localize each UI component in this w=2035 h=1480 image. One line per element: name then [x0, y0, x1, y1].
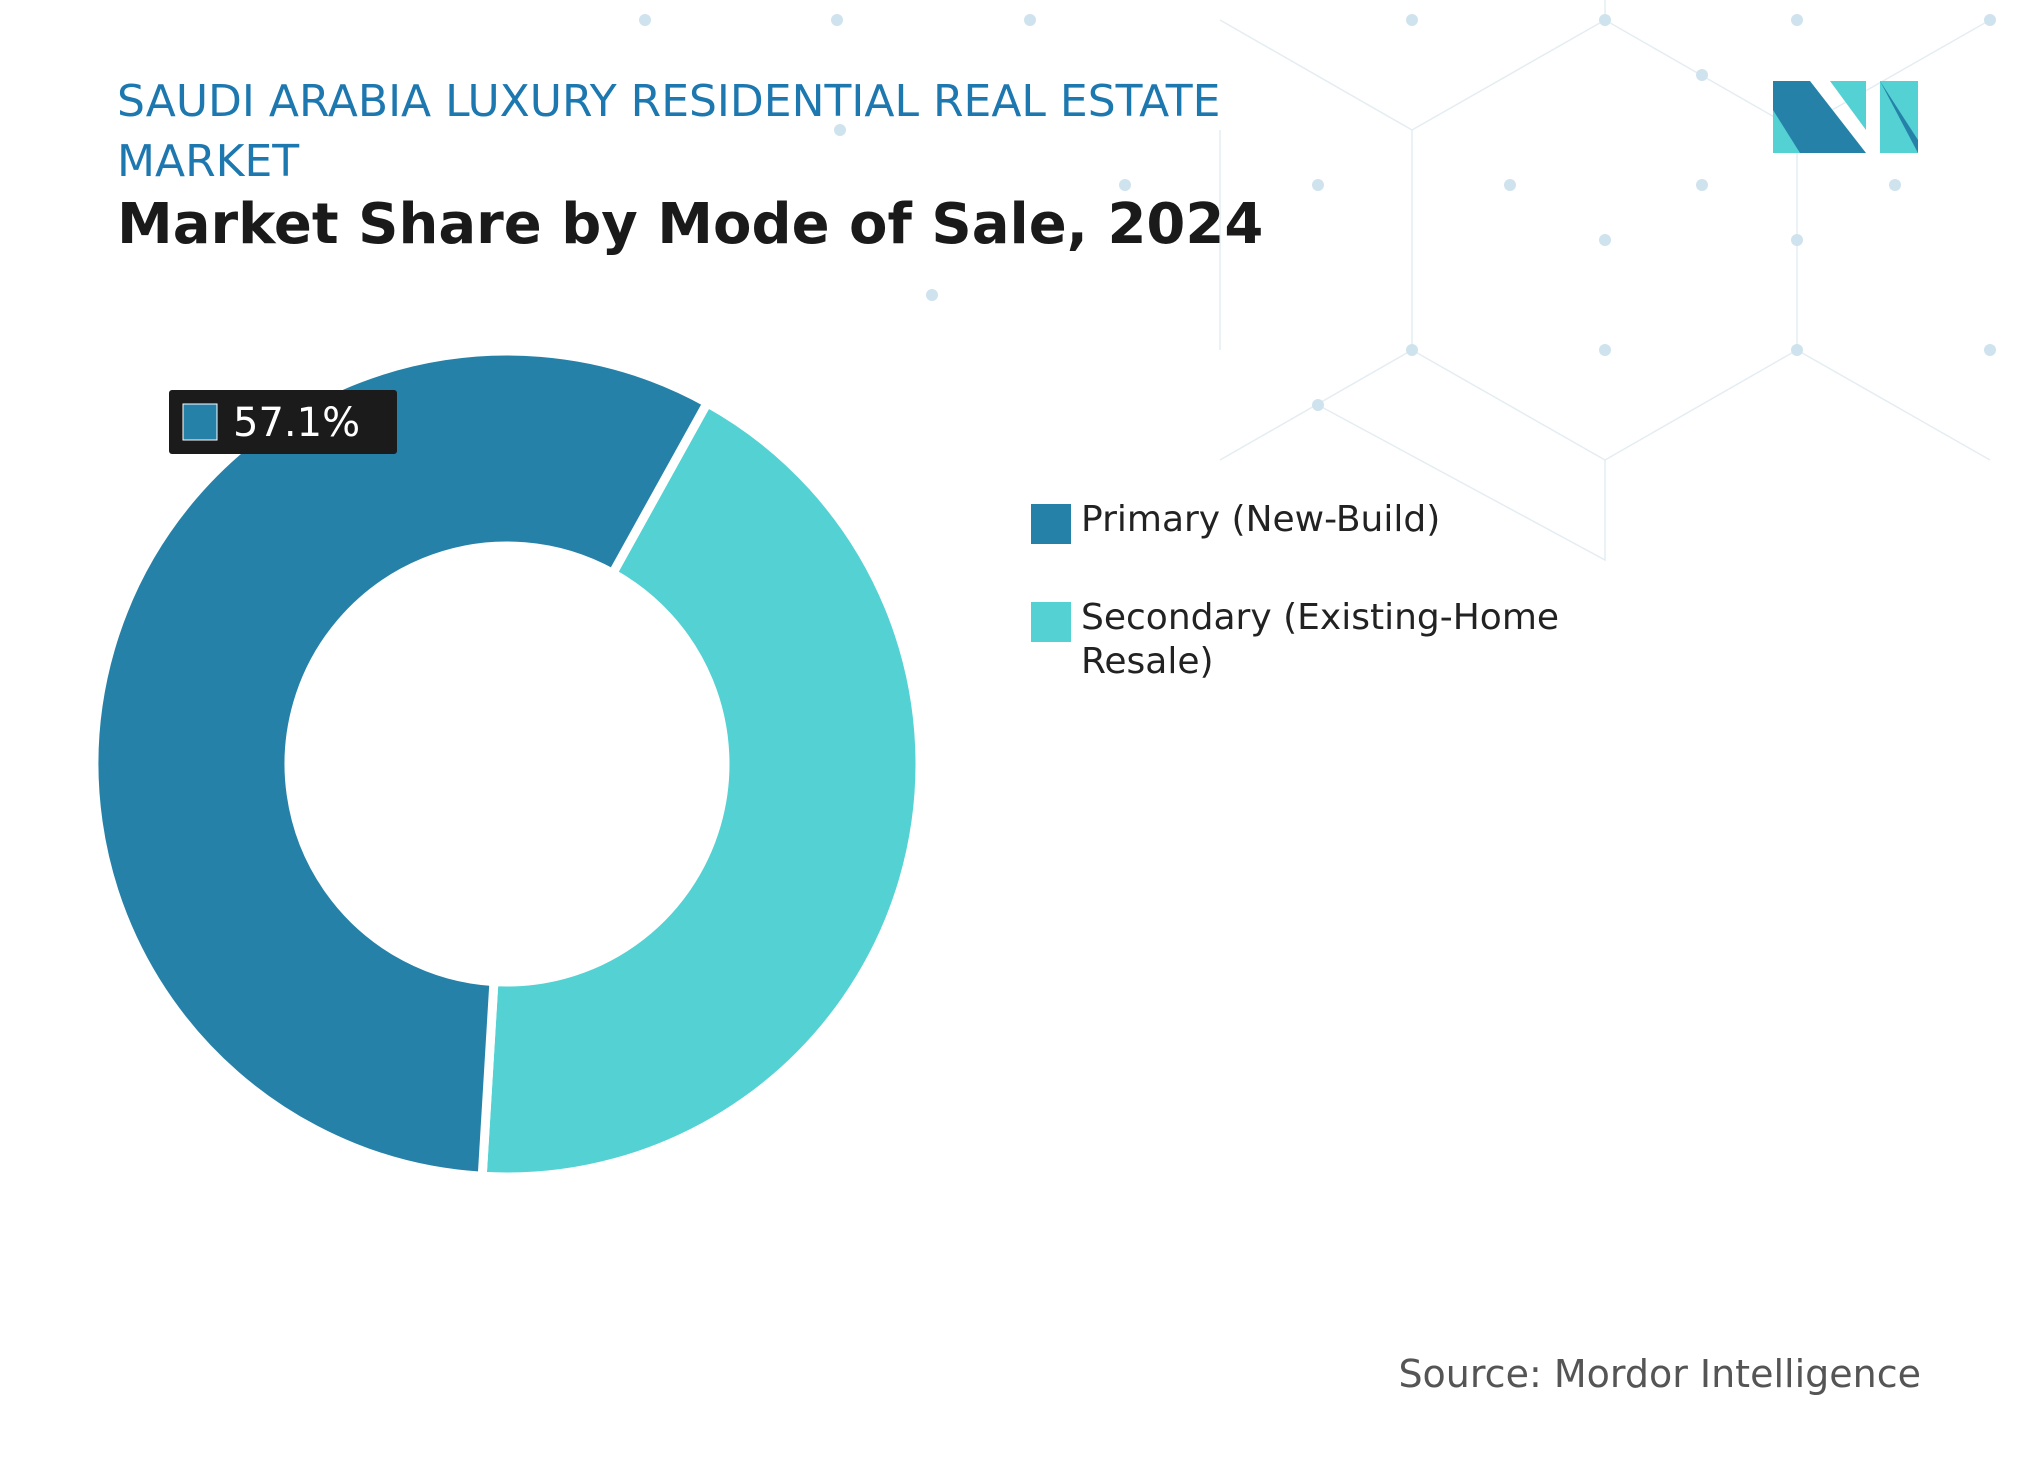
legend-item: Primary (New-Build)	[1031, 498, 1591, 544]
value-label-swatch	[182, 403, 218, 441]
source: Source: Mordor Intelligence	[1398, 1352, 1921, 1396]
legend-swatch	[1031, 504, 1071, 544]
background-dots	[639, 14, 1996, 411]
donut-slice	[89, 346, 714, 1182]
logo	[1773, 81, 1918, 153]
background-pattern	[1219, 0, 1991, 562]
legend-swatch	[1031, 602, 1071, 642]
legend-item: Secondary (Existing-Home Resale)	[1031, 596, 1591, 684]
value-label: 57.1%	[233, 400, 360, 446]
legend-label: Primary (New-Build)	[1081, 499, 1441, 540]
donut-slice	[477, 396, 925, 1182]
legend: Primary (New-Build) Secondary (Existing-H…	[1031, 498, 1591, 736]
value-label-box	[169, 390, 397, 454]
chart-title: SAUDI ARABIA LUXURY RESIDENTIAL REAL EST…	[117, 76, 1221, 187]
chart-subtitle: Market Share by Mode of Sale, 2024	[117, 192, 1264, 257]
legend-label: Secondary (Existing-Home Resale)	[1081, 597, 1560, 682]
